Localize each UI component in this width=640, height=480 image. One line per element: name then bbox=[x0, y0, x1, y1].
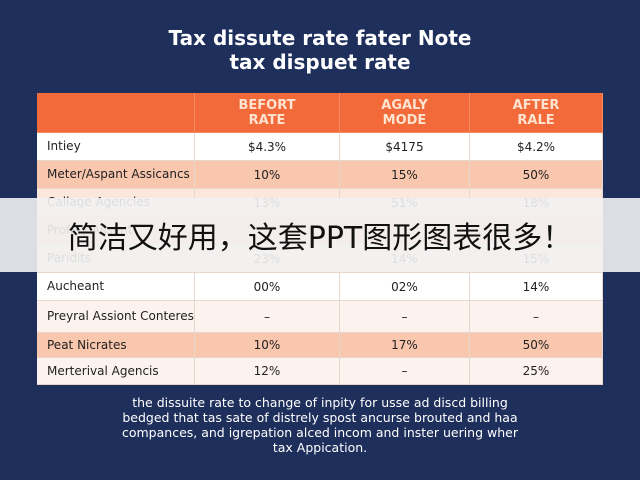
table-cell: 02% bbox=[340, 273, 470, 301]
table-row: Merterival Agencis 12% –25% bbox=[37, 358, 603, 385]
table-cell: 50% bbox=[470, 333, 603, 358]
row-label: Meter/Aspant Assicancs bbox=[37, 161, 195, 189]
table-row: Meter/Aspant Assicancs 10% 15% 50% bbox=[37, 161, 603, 189]
header-row: BEFORT RATE AGALY MODE AFTER RALE bbox=[37, 93, 603, 133]
row-label: Preyral Assiont Conteres bbox=[37, 301, 195, 333]
row-label: Peat Nicrates bbox=[37, 333, 195, 358]
row-label: Aucheant bbox=[37, 273, 195, 301]
header-cell: BEFORT RATE bbox=[195, 93, 340, 133]
table-cell: 10% bbox=[195, 333, 340, 358]
table-row: Aucheant 00% 02% 14% bbox=[37, 273, 603, 301]
table-row: Peat Nicrates 10% 17% 50% bbox=[37, 333, 603, 358]
table-cell: 10% bbox=[195, 161, 340, 189]
table-cell: – bbox=[470, 301, 603, 333]
footer-line: compances, and igrepation alced incom an… bbox=[121, 425, 518, 440]
footer-line: the dissuite rate to change of inpity fo… bbox=[132, 395, 508, 410]
table-cell: – bbox=[195, 301, 340, 333]
table-cell: – bbox=[340, 301, 470, 333]
table-row: Intiey $4.3% $4175 $4.2% bbox=[37, 133, 603, 161]
table-cell: 00% bbox=[195, 273, 340, 301]
footer: the dissuite rate to change of inpity fo… bbox=[0, 395, 640, 455]
header-cell: AFTER RALE bbox=[470, 93, 603, 133]
table-cell: 14% bbox=[470, 273, 603, 301]
table-cell: 12% bbox=[195, 358, 340, 385]
table-cell: 17% bbox=[340, 333, 470, 358]
table-cell: – bbox=[340, 358, 470, 385]
table-cell: $4175 bbox=[340, 133, 470, 161]
footer-line: tax Appication. bbox=[272, 440, 368, 455]
header-cell: AGALY MODE bbox=[340, 93, 470, 133]
table-cell: 25% bbox=[470, 358, 603, 385]
footer-line: bedged that tas sate of distrely spost a… bbox=[122, 410, 518, 425]
subtitle: tax dispuet rate bbox=[229, 50, 411, 74]
header-cell bbox=[37, 93, 195, 133]
table-cell: 50% bbox=[470, 161, 603, 189]
table-row: Preyral Assiont Conteres – – – bbox=[37, 301, 603, 333]
row-label: Intiey bbox=[37, 133, 195, 161]
row-label: Merterival Agencis bbox=[37, 358, 195, 385]
title: Tax dissute rate fater Note bbox=[168, 26, 472, 50]
table-cell: 15% bbox=[340, 161, 470, 189]
table-cell: $4.2% bbox=[470, 133, 603, 161]
table-cell: $4.3% bbox=[195, 133, 340, 161]
banner: 简洁又好用，这套PPT图形图表很多！ bbox=[0, 198, 640, 272]
